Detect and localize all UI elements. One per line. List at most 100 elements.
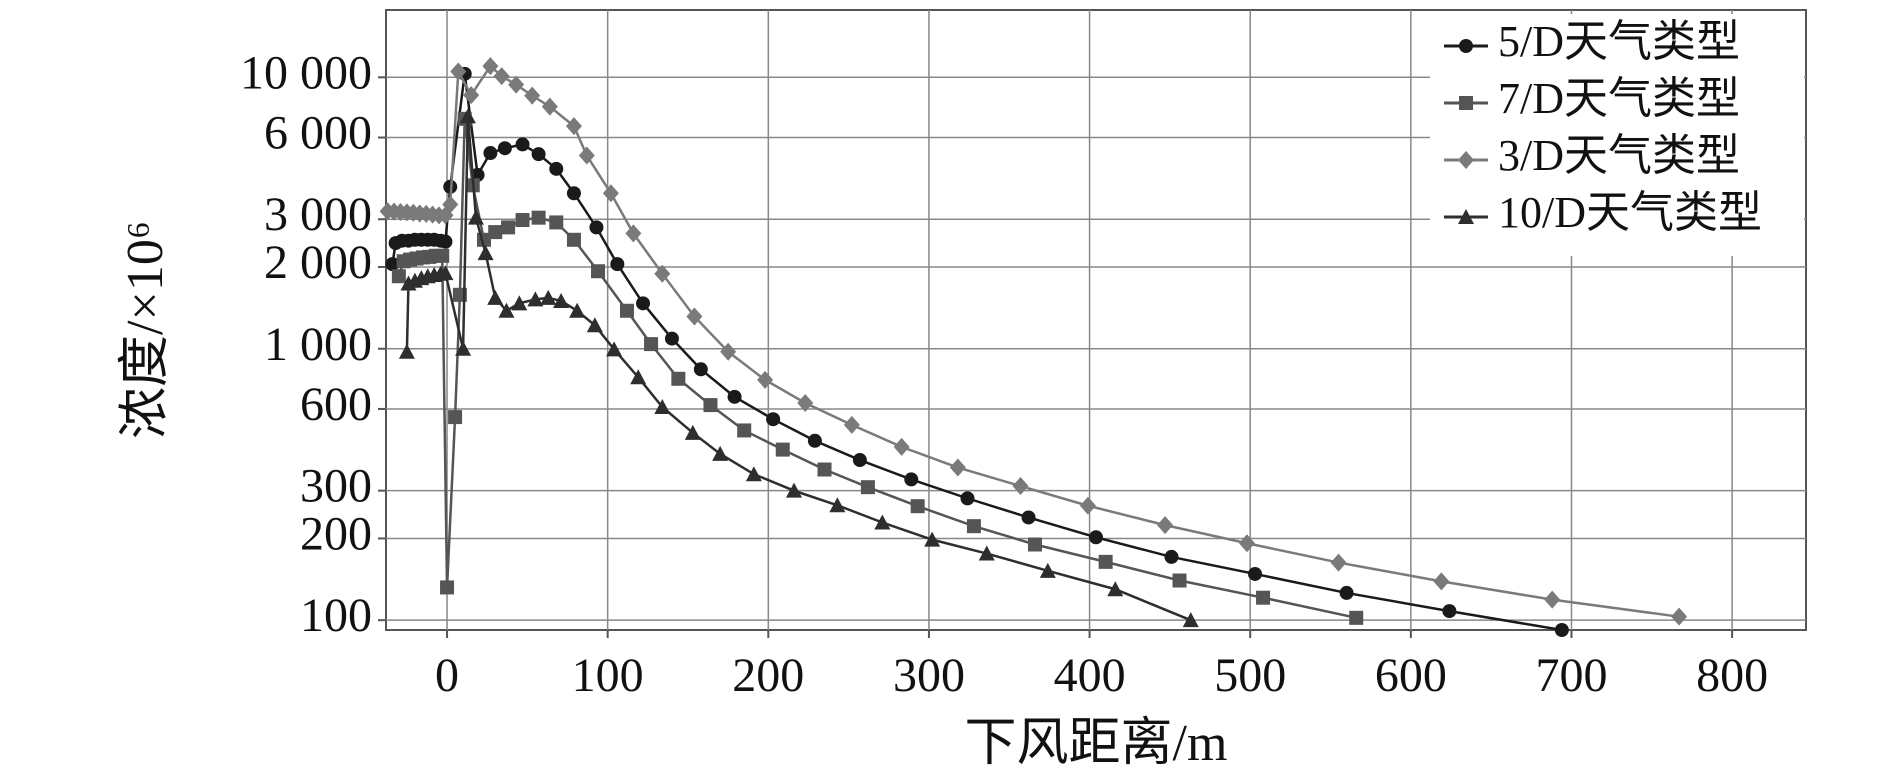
- marker: [644, 337, 659, 352]
- marker: [578, 146, 595, 165]
- marker: [766, 412, 781, 427]
- marker: [440, 580, 455, 595]
- marker: [619, 303, 634, 318]
- marker: [493, 67, 510, 86]
- marker: [737, 423, 752, 438]
- marker: [1459, 96, 1473, 110]
- x-tick-label: 800: [1696, 649, 1768, 702]
- y-tick-label: 10 000: [240, 46, 372, 99]
- y-tick-label: 600: [300, 378, 372, 431]
- x-tick-label: 600: [1375, 649, 1447, 702]
- marker: [1248, 566, 1263, 581]
- marker: [960, 491, 975, 506]
- marker: [1554, 623, 1569, 637]
- marker: [720, 342, 737, 361]
- x-tick-label: 0: [435, 649, 459, 702]
- marker: [1256, 590, 1271, 605]
- marker: [448, 410, 463, 425]
- marker: [1442, 604, 1457, 619]
- x-axis-label: 下风距离/m: [965, 715, 1228, 772]
- marker: [949, 458, 966, 477]
- marker: [549, 161, 564, 176]
- y-tick-label: 200: [300, 507, 372, 560]
- marker: [1671, 607, 1688, 626]
- marker: [488, 225, 503, 240]
- marker: [786, 482, 803, 498]
- marker: [727, 389, 742, 404]
- marker: [435, 248, 450, 263]
- marker: [843, 415, 860, 434]
- x-tick-label: 300: [893, 649, 965, 702]
- marker: [807, 433, 822, 448]
- y-tick-label: 100: [300, 589, 372, 642]
- marker: [610, 257, 625, 272]
- marker: [586, 317, 603, 333]
- marker: [511, 295, 528, 311]
- marker: [1079, 496, 1096, 515]
- marker: [508, 75, 525, 94]
- marker: [654, 264, 671, 283]
- marker: [1182, 612, 1199, 628]
- marker: [1238, 534, 1255, 553]
- marker: [1164, 549, 1179, 564]
- marker: [1089, 530, 1103, 545]
- x-tick-label: 500: [1214, 649, 1286, 702]
- y-tick-label: 6 000: [264, 107, 372, 160]
- marker: [566, 186, 581, 201]
- marker: [671, 371, 686, 386]
- marker: [966, 519, 981, 534]
- marker: [437, 265, 454, 281]
- marker: [1458, 209, 1474, 224]
- marker: [1107, 581, 1124, 597]
- marker: [477, 245, 494, 261]
- marker: [874, 514, 891, 530]
- marker: [385, 257, 400, 272]
- marker: [1458, 151, 1474, 169]
- marker: [630, 369, 647, 385]
- marker: [602, 184, 619, 203]
- marker: [1349, 610, 1364, 625]
- marker: [591, 264, 606, 279]
- marker: [459, 108, 476, 124]
- marker: [549, 215, 564, 230]
- marker: [482, 57, 499, 76]
- marker: [745, 466, 762, 482]
- x-tick-label: 700: [1535, 649, 1607, 702]
- marker: [487, 289, 504, 305]
- marker: [1172, 573, 1187, 588]
- marker: [757, 370, 774, 389]
- x-tick-label: 100: [572, 649, 644, 702]
- marker: [1433, 572, 1450, 591]
- marker: [541, 97, 558, 116]
- marker: [797, 394, 814, 413]
- marker: [1459, 39, 1473, 53]
- marker: [829, 497, 846, 513]
- marker: [566, 232, 581, 247]
- marker: [450, 62, 467, 81]
- marker: [1339, 585, 1354, 600]
- marker: [565, 117, 582, 136]
- marker: [498, 302, 515, 318]
- marker: [1330, 553, 1347, 572]
- marker: [1027, 537, 1042, 552]
- marker: [391, 269, 406, 284]
- marker: [531, 147, 546, 162]
- marker: [497, 141, 512, 156]
- marker: [540, 289, 557, 305]
- x-tick-label: 200: [732, 649, 804, 702]
- marker: [924, 531, 941, 547]
- marker: [893, 437, 910, 456]
- marker: [1544, 590, 1561, 609]
- legend-label: 3/D天气类型: [1498, 131, 1740, 180]
- marker: [515, 137, 530, 152]
- legend-label: 5/D天气类型: [1498, 17, 1740, 66]
- legend-label: 7/D天气类型: [1498, 74, 1740, 123]
- marker: [553, 292, 570, 308]
- marker: [527, 291, 544, 307]
- marker: [1157, 516, 1174, 535]
- marker: [501, 220, 516, 235]
- marker: [817, 462, 832, 477]
- marker: [398, 343, 415, 359]
- marker: [483, 146, 498, 161]
